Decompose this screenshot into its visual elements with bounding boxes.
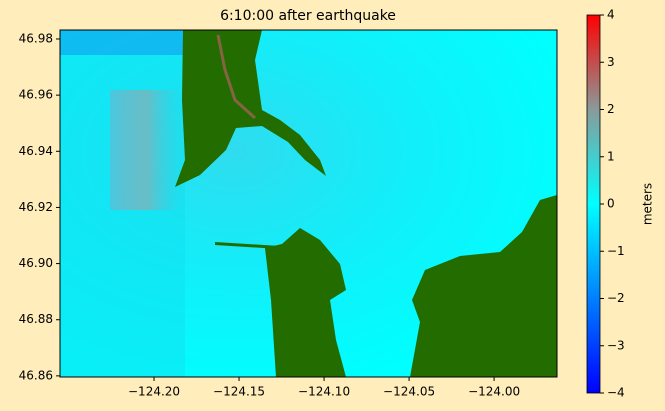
colorbar-tick-label: 2: [607, 102, 615, 116]
y-tick-label: 46.90: [19, 256, 53, 270]
colorbar-tick-label: 3: [607, 55, 615, 69]
y-tick-label: 46.92: [19, 200, 53, 214]
y-tick-label: 46.94: [19, 144, 53, 158]
x-tick-label: −124.05: [383, 385, 435, 399]
map-image: [59, 29, 558, 378]
x-tick-label: −124.00: [468, 385, 520, 399]
x-tick-label: −124.15: [213, 385, 265, 399]
colorbar-tick-label: 4: [607, 8, 615, 22]
y-tick-label: 46.86: [19, 368, 53, 382]
colorbar-tick-label: −4: [607, 386, 625, 400]
colorbar-label: meters: [641, 183, 655, 225]
y-tick-label: 46.88: [19, 312, 53, 326]
colorbar-tick-label: −2: [607, 291, 625, 305]
colorbar-tick-label: 1: [607, 149, 615, 163]
colorbar-tick-label: −1: [607, 244, 625, 258]
chart-title: 6:10:00 after earthquake: [220, 8, 396, 24]
colorbar: [586, 14, 601, 394]
x-tick-label: −124.10: [298, 385, 350, 399]
colorbar-tick-label: 0: [607, 197, 615, 211]
colorbar-tick-label: −3: [607, 338, 625, 352]
y-tick-label: 46.98: [19, 31, 53, 45]
x-tick-label: −124.20: [128, 385, 180, 399]
y-tick-label: 46.96: [19, 88, 53, 102]
